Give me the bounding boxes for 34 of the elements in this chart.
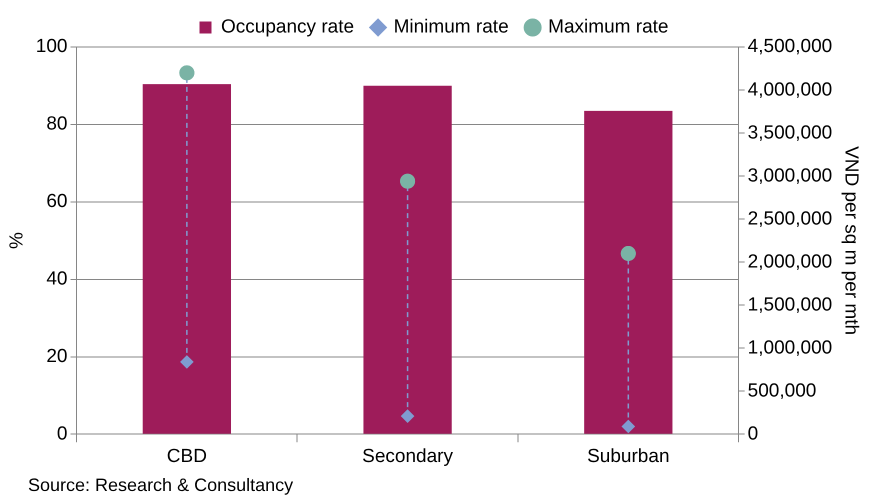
y2-axis-title: VND per sq m per mth — [840, 146, 862, 336]
bar — [363, 86, 452, 434]
legend-label: Minimum rate — [394, 16, 509, 38]
legend-label: Maximum rate — [548, 16, 668, 38]
y2-tick-label: 500,000 — [748, 380, 816, 402]
x-tick-label: Suburban — [587, 446, 670, 467]
y-axis-title: % — [6, 232, 28, 250]
y-tick-label: 80 — [46, 114, 68, 135]
point — [401, 410, 414, 423]
y-tick-label: 100 — [36, 36, 68, 58]
y2-tick-label: 4,500,000 — [748, 36, 832, 58]
legend-label: Occupancy rate — [221, 16, 354, 38]
y2-tick-label: 1,000,000 — [748, 337, 832, 358]
y2-tick-label: 2,000,000 — [748, 251, 832, 272]
y2-tick-label: 0 — [748, 423, 758, 444]
x-tick-label: CBD — [166, 446, 207, 467]
point — [620, 246, 636, 262]
bar — [142, 84, 232, 434]
y2-tick-label: 2,500,000 — [748, 208, 832, 230]
y-tick-label: 60 — [46, 191, 68, 212]
point — [179, 65, 194, 80]
x-tick-label: Secondary — [362, 446, 454, 467]
point — [180, 355, 194, 368]
source-note: Source: Research & Consultancy — [28, 474, 294, 495]
y-tick-label: 20 — [46, 346, 68, 367]
point — [400, 174, 416, 189]
y-tick-label: 40 — [46, 268, 68, 290]
point — [622, 420, 635, 433]
y2-tick-label: 4,000,000 — [748, 79, 832, 100]
y2-tick-label: 3,500,000 — [748, 122, 832, 144]
y2-tick-label: 1,500,000 — [748, 294, 832, 316]
y2-tick-label: 3,000,000 — [748, 165, 832, 186]
bar — [584, 110, 672, 434]
y-tick-label: 0 — [56, 423, 68, 444]
